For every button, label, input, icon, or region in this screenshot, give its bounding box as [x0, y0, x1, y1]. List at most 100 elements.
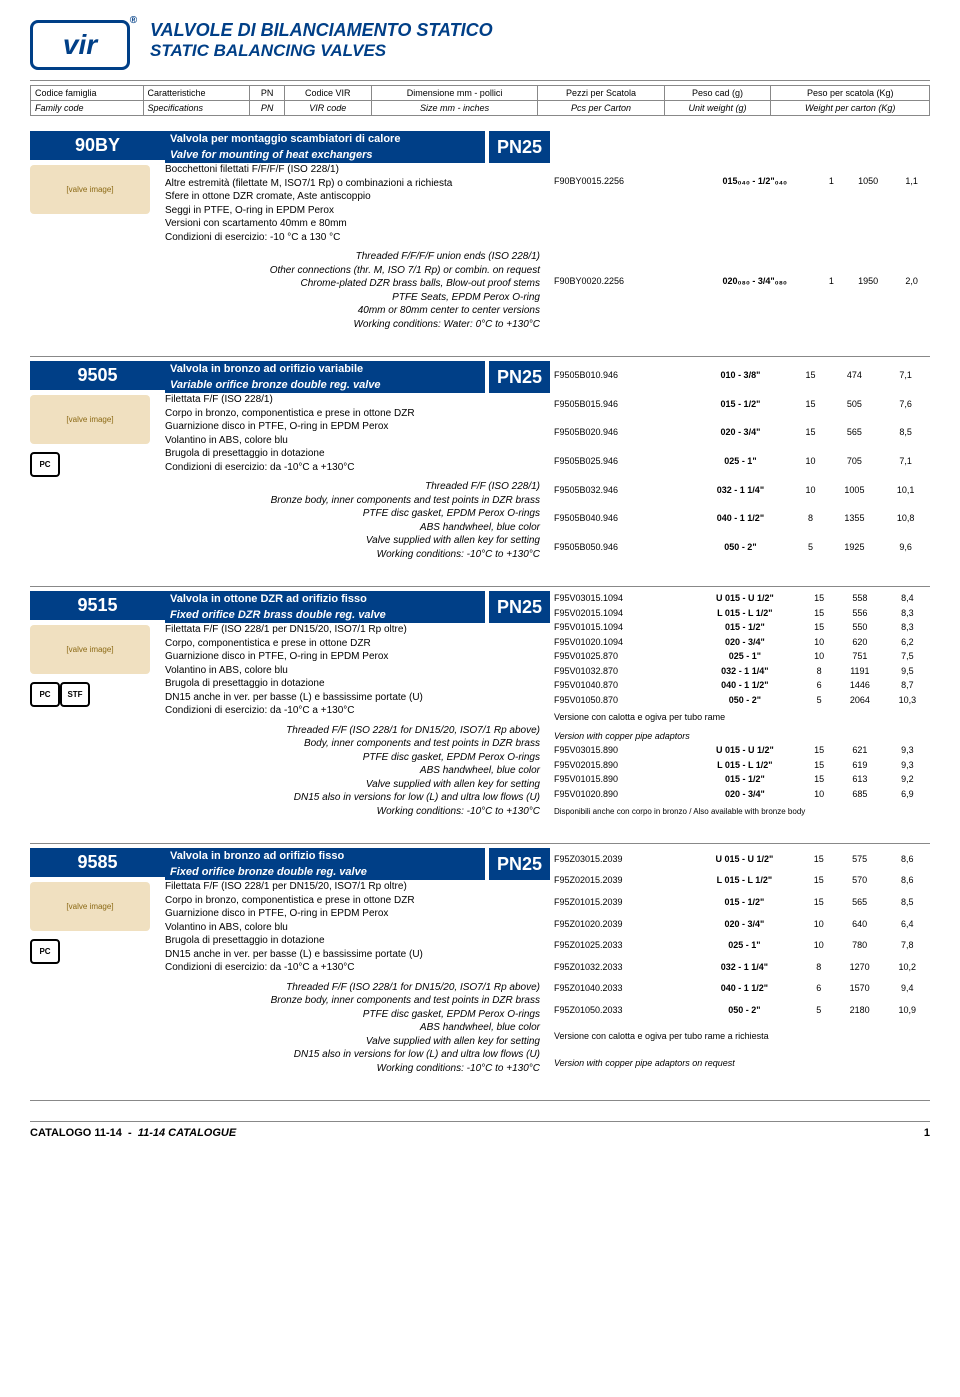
table-row: F9505B015.946015 - 1/2"155057,6 — [550, 390, 930, 419]
spec-line-en: Threaded F/F (ISO 228/1 for DN15/20, ISO… — [165, 981, 540, 995]
table-row: F95Z01040.2033040 - 1 1/2"615709,4 — [550, 978, 930, 1000]
spec-line-it: Filettata F/F (ISO 228/1 per DN15/20, IS… — [165, 623, 540, 637]
spec-line-en: Valve supplied with allen key for settin… — [165, 534, 540, 548]
family-code-badge: 9585 — [30, 848, 165, 877]
page-footer: CATALOGO 11-14 - 11-14 CATALOGUE 1 — [30, 1121, 930, 1139]
col-header-it: Dimensione mm - pollici — [371, 86, 538, 101]
section-title-it: Valvola in ottone DZR ad orifizio fisso — [165, 591, 485, 607]
table-row: F95Z02015.2039L 015 - L 1/2"155708,6 — [550, 870, 930, 892]
pn-badge: PN25 — [489, 848, 550, 880]
col-header-en: Unit weight (g) — [664, 101, 771, 116]
spec-line-it: Corpo in bronzo, componentistica e prese… — [165, 407, 540, 421]
cert-badge-icon: PC — [30, 939, 60, 964]
footer-catalog-en: 11-14 CATALOGUE — [138, 1127, 236, 1139]
col-header-en: Family code — [31, 101, 144, 116]
table-row: F9505B032.946032 - 1 1/4"10100510,1 — [550, 475, 930, 504]
table-row: F9505B020.946020 - 3/4"155658,5 — [550, 418, 930, 447]
section-title-en: Fixed orifice DZR brass double reg. valv… — [165, 607, 485, 623]
spec-line-it: Filettata F/F (ISO 228/1 per DN15/20, IS… — [165, 880, 540, 894]
section-title-it: Valvola in bronzo ad orifizio variabile — [165, 361, 485, 377]
spec-line-it: Brugola di presettaggio in dotazione — [165, 677, 540, 691]
spec-line-en: Body, inner components and test points i… — [165, 737, 540, 751]
family-code-badge: 9505 — [30, 361, 165, 390]
spec-line-en: Chrome-plated DZR brass balls, Blow-out … — [165, 277, 540, 291]
spec-line-en: PTFE disc gasket, EPDM Perox O-rings — [165, 751, 540, 765]
pn-badge: PN25 — [489, 591, 550, 623]
product-section: 90BY[valve image]Valvola per montaggio s… — [30, 131, 930, 331]
footer-catalog-it: CATALOGO 11-14 — [30, 1127, 122, 1139]
table-row: F95V03015.1094U 015 - U 1/2"155588,4 — [550, 591, 930, 605]
col-header-it: Peso per scatola (Kg) — [771, 86, 930, 101]
page-header: vir® VALVOLE DI BILANCIAMENTO STATICO ST… — [30, 20, 930, 70]
spec-line-en: Working conditions: -10°C to +130°C — [165, 1062, 540, 1076]
spec-line-it: Brugola di presettaggio in dotazione — [165, 934, 540, 948]
spec-line-en: PTFE disc gasket, EPDM Perox O-rings — [165, 1008, 540, 1022]
col-header-en: Pcs per Carton — [538, 101, 664, 116]
section-title-en: Valve for mounting of heat exchangers — [165, 147, 485, 163]
page-title-en: STATIC BALANCING VALVES — [150, 41, 930, 61]
spec-line-it: Volantino in ABS, colore blu — [165, 664, 540, 678]
section-title-it: Valvola per montaggio scambiatori di cal… — [165, 131, 485, 147]
table-note-en: Version with copper pipe adaptors — [550, 725, 930, 743]
col-header-en: Size mm - inches — [371, 101, 538, 116]
spec-line-en: Threaded F/F (ISO 228/1) — [165, 480, 540, 494]
pn-badge: PN25 — [489, 361, 550, 393]
product-section: 9585[valve image]PCValvola in bronzo ad … — [30, 848, 930, 1075]
spec-line-it: Seggi in PTFE, O-ring in EPDM Perox — [165, 204, 540, 218]
data-table: F90BY0015.2256015₀₄₀ - 1/2"₀₄₀110501,1F9… — [550, 131, 930, 331]
spec-line-it: DN15 anche in ver. per basse (L) e bassi… — [165, 691, 540, 705]
section-title-it: Valvola in bronzo ad orifizio fisso — [165, 848, 485, 864]
spec-line-en: Bronze body, inner components and test p… — [165, 994, 540, 1008]
table-foot-note: Disponibili anche con corpo in bronzo / … — [550, 801, 930, 818]
spec-line-en: Other connections (thr. M, ISO 7/1 Rp) o… — [165, 264, 540, 278]
table-row: F9505B040.946040 - 1 1/2"8135510,8 — [550, 504, 930, 533]
product-image: [valve image] — [30, 165, 150, 214]
table-row: F95V01025.870025 - 1"107517,5 — [550, 649, 930, 663]
table-row: F95V01020.890020 - 3/4"106856,9 — [550, 787, 930, 801]
col-header-it: Codice VIR — [284, 86, 371, 101]
table-row: F95Z01050.2033050 - 2"5218010,9 — [550, 999, 930, 1021]
section-title-en: Fixed orifice bronze double reg. valve — [165, 864, 485, 880]
table-row: F95Z01032.2033032 - 1 1/4"8127010,2 — [550, 956, 930, 978]
table-note-en: Version with copper pipe adaptors on req… — [550, 1048, 930, 1075]
spec-line-it: DN15 anche in ver. per basse (L) e bassi… — [165, 948, 540, 962]
product-image: [valve image] — [30, 395, 150, 444]
page-number: 1 — [924, 1127, 930, 1139]
col-header-en: PN — [250, 101, 284, 116]
spec-line-en: ABS handwheel, blue color — [165, 1021, 540, 1035]
spec-line-en: Valve supplied with allen key for settin… — [165, 778, 540, 792]
data-table: F95V03015.1094U 015 - U 1/2"155588,4 F95V… — [550, 591, 930, 818]
table-row: F9505B025.946025 - 1"107057,1 — [550, 447, 930, 476]
spec-line-en: Threaded F/F (ISO 228/1 for DN15/20, ISO… — [165, 724, 540, 738]
col-header-it: Caratteristiche — [143, 86, 250, 101]
table-row: F95V01015.890015 - 1/2"156139,2 — [550, 772, 930, 786]
spec-line-en: ABS handwheel, blue color — [165, 764, 540, 778]
table-row: F95Z03015.2039U 015 - U 1/2"155758,6 — [550, 848, 930, 870]
spec-line-it: Volantino in ABS, colore blu — [165, 434, 540, 448]
col-header-en: Specifications — [143, 101, 250, 116]
section-title-en: Variable orifice bronze double reg. valv… — [165, 377, 485, 393]
column-header-table: Codice famigliaCaratteristichePNCodice V… — [30, 85, 930, 116]
spec-line-en: PTFE disc gasket, EPDM Perox O-rings — [165, 507, 540, 521]
spec-line-it: Condizioni di esercizio: da -10°C a +130… — [165, 461, 540, 475]
spec-line-it: Altre estremità (filettate M, ISO7/1 Rp)… — [165, 177, 540, 191]
spec-line-it: Condizioni di esercizio: -10 °C a 130 °C — [165, 231, 540, 245]
cert-badge-icon: PC — [30, 452, 60, 477]
col-header-it: Peso cad (g) — [664, 86, 771, 101]
table-row: F9505B010.946010 - 3/8"154747,1 — [550, 361, 930, 390]
table-row: F95V01050.870050 - 2"5206410,3 — [550, 692, 930, 706]
spec-line-en: 40mm or 80mm center to center versions — [165, 304, 540, 318]
table-row: F95V01040.870040 - 1 1/2"614468,7 — [550, 678, 930, 692]
spec-line-it: Guarnizione disco in PTFE, O-ring in EPD… — [165, 907, 540, 921]
family-code-badge: 9515 — [30, 591, 165, 620]
spec-line-en: DN15 also in versions for low (L) and ul… — [165, 791, 540, 805]
col-header-en: VIR code — [284, 101, 371, 116]
col-header-it: Codice famiglia — [31, 86, 144, 101]
table-row: F95Z01015.2039015 - 1/2"155658,5 — [550, 891, 930, 913]
table-row: F9505B050.946050 - 2"519259,6 — [550, 532, 930, 561]
spec-line-en: PTFE Seats, EPDM Perox O-ring — [165, 291, 540, 305]
spec-line-en: Working conditions: Water: 0°C to +130°C — [165, 318, 540, 332]
cert-badge-icon: PC — [30, 682, 60, 707]
spec-line-it: Bocchettoni filettati F/F/F/F (ISO 228/1… — [165, 163, 540, 177]
spec-line-it: Corpo, componentistica e prese in ottone… — [165, 637, 540, 651]
